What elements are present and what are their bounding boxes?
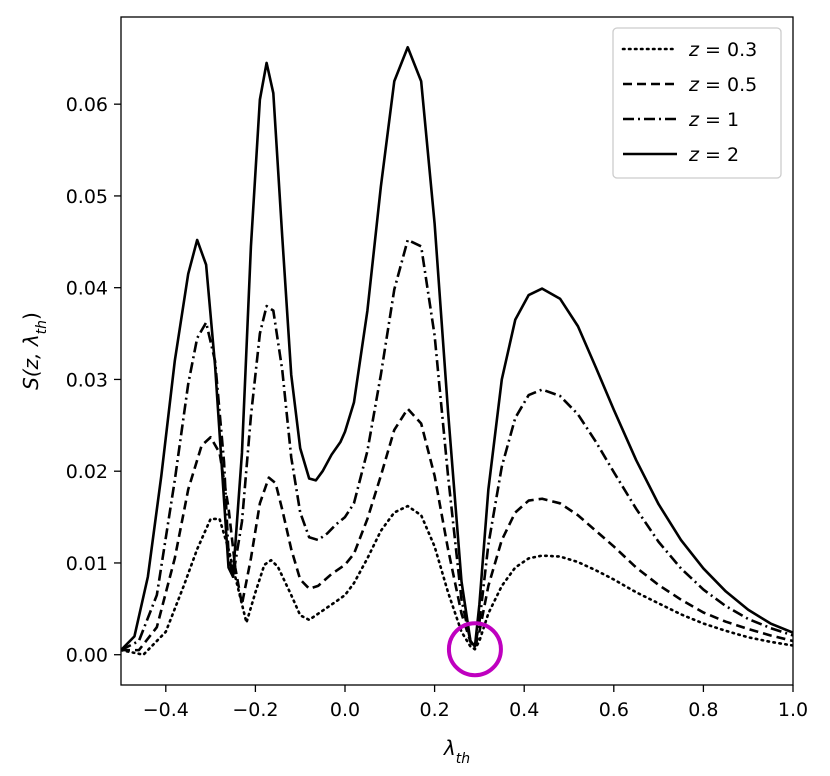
series-line-2 — [121, 407, 793, 652]
y-tick-label: 0.06 — [66, 94, 108, 116]
x-tick-label: −0.2 — [232, 699, 278, 721]
legend-label-4: z = 2 — [688, 144, 739, 166]
x-tick-label: −0.4 — [143, 699, 189, 721]
y-tick-label: 0.05 — [66, 186, 108, 208]
x-axis-label: λth — [443, 736, 470, 767]
y-tick-label: 0.01 — [66, 553, 108, 575]
x-tick-label: 0.2 — [419, 699, 449, 721]
plot-frame — [120, 16, 794, 686]
x-axis-ticks: −0.4 −0.2 0.0 0.2 0.4 0.6 0.8 1.0 — [143, 685, 808, 721]
y-axis-ticks: 0.00 0.01 0.02 0.03 0.04 0.05 0.06 — [66, 94, 121, 667]
y-tick-label: 0.03 — [66, 369, 108, 391]
x-tick-label: 0.8 — [688, 699, 718, 721]
x-tick-label: 0.6 — [599, 699, 629, 721]
y-tick-label: 0.04 — [66, 278, 108, 300]
legend: z = 0.3 z = 0.5 z = 1 z = 2 — [612, 27, 782, 179]
x-tick-label: 1.0 — [778, 699, 808, 721]
legend-box — [612, 27, 782, 179]
legend-label-2: z = 0.5 — [688, 74, 757, 96]
highlight-marker-layer — [446, 621, 503, 678]
highlight-circle-marker — [446, 621, 503, 678]
y-tick-label: 0.00 — [66, 645, 108, 667]
series-line-3 — [121, 238, 793, 652]
x-tick-label: 0.0 — [330, 699, 360, 721]
y-tick-label: 0.02 — [66, 461, 108, 483]
x-tick-label: 0.4 — [509, 699, 539, 721]
legend-label-3: z = 1 — [688, 109, 739, 131]
legend-label-1: z = 0.3 — [688, 39, 757, 61]
series-line-4 — [121, 45, 793, 652]
y-axis-label: S(z, λth) — [19, 312, 50, 390]
series-lines — [121, 45, 793, 657]
